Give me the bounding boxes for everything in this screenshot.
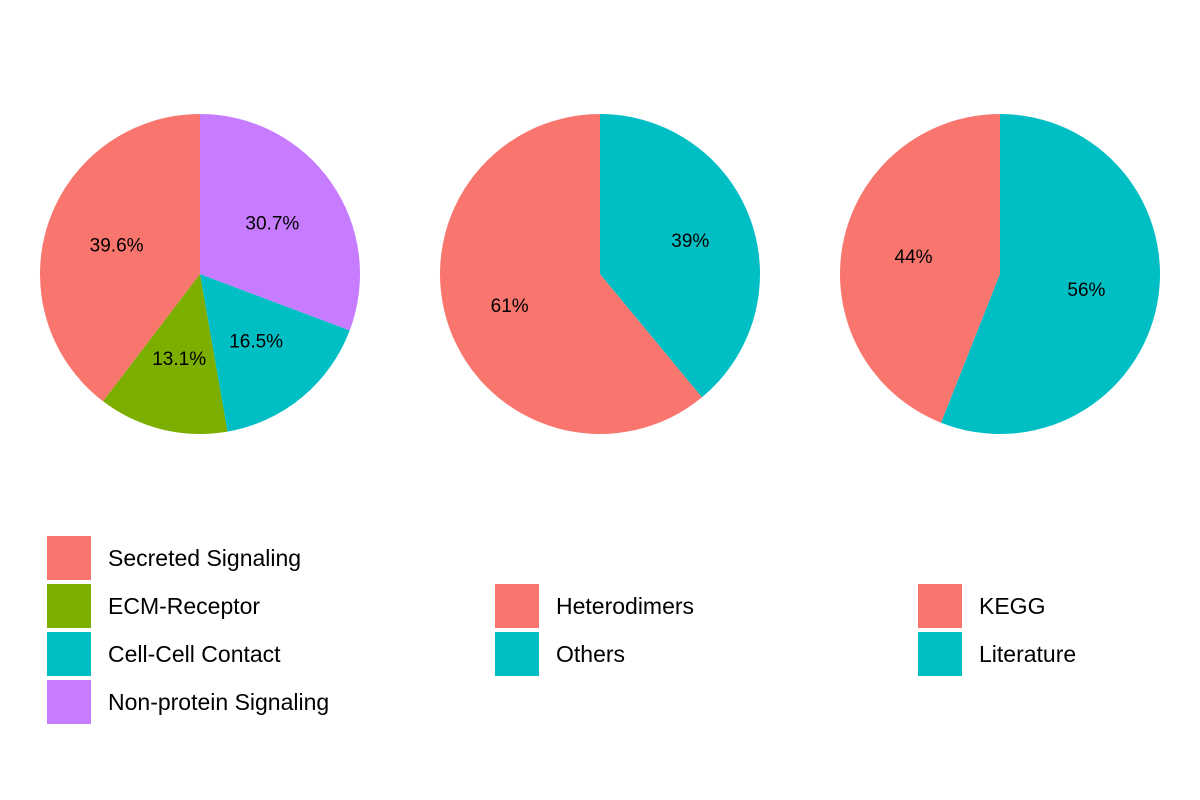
pie-1-slice-non-protein-signaling xyxy=(200,114,360,331)
pie-chart-3: 44% 56% xyxy=(840,114,1161,435)
legend-1-swatch-secreted-signaling xyxy=(47,536,91,580)
legend-1: Secreted Signaling ECM-Receptor Cell-Cell … xyxy=(47,536,329,724)
legends-layer: Secreted Signaling ECM-Receptor Cell-Cell … xyxy=(47,536,1076,724)
legend-1-label-ecm-receptor: ECM-Receptor xyxy=(108,593,260,619)
pie-1-data-label-ecm-receptor: 13.1% xyxy=(152,349,206,370)
legend-3: KEGG Literature xyxy=(918,584,1076,676)
legend-1-swatch-cell-cell-contact xyxy=(47,632,91,676)
pie-3-data-label-literature: 56% xyxy=(1067,280,1105,301)
pie-3-data-label-kegg: 44% xyxy=(895,247,933,268)
pie-1-data-label-non-protein-signaling: 30.7% xyxy=(245,213,299,234)
pie-3-slice-literature xyxy=(941,114,1161,435)
legend-1-label-cell-cell-contact: Cell-Cell Contact xyxy=(108,641,281,667)
legend-2: Heterodimers Others xyxy=(495,584,694,676)
pie-chart-1: 39.6% 13.1% 16.5% 30.7% xyxy=(40,114,360,434)
legend-1-swatch-non-protein-signaling xyxy=(47,680,91,724)
pie-1-slice-cell-cell-contact xyxy=(200,274,350,432)
legend-2-swatch-heterodimers xyxy=(495,584,539,628)
pie-2-slice-others xyxy=(600,114,760,398)
pie-1-slice-secreted-signaling xyxy=(40,114,201,402)
pie-3-slice-kegg xyxy=(840,114,1000,423)
legend-3-label-literature: Literature xyxy=(979,641,1076,667)
pie-1-slice-ecm-receptor xyxy=(103,274,228,434)
pie-2-data-label-heterodimers: 61% xyxy=(491,296,529,317)
legend-2-label-others: Others xyxy=(556,641,625,667)
pie-1-data-label-secreted-signaling: 39.6% xyxy=(90,235,144,256)
pies-layer: 39.6% 13.1% 16.5% 30.7% 61% 39% 44% 56% xyxy=(40,114,1161,435)
legend-1-label-secreted-signaling: Secreted Signaling xyxy=(108,545,301,571)
legend-1-swatch-ecm-receptor xyxy=(47,584,91,628)
pie-2-slice-heterodimers xyxy=(440,114,702,435)
legend-3-label-kegg: KEGG xyxy=(979,593,1045,619)
pie-chart-2: 61% 39% xyxy=(440,114,760,435)
legend-1-label-non-protein-signaling: Non-protein Signaling xyxy=(108,689,329,715)
legend-2-label-heterodimers: Heterodimers xyxy=(556,593,694,619)
legend-2-swatch-others xyxy=(495,632,539,676)
pie-2-data-label-others: 39% xyxy=(671,231,709,252)
legend-3-swatch-literature xyxy=(918,632,962,676)
legend-3-swatch-kegg xyxy=(918,584,962,628)
pie-1-data-label-cell-cell-contact: 16.5% xyxy=(229,331,283,352)
